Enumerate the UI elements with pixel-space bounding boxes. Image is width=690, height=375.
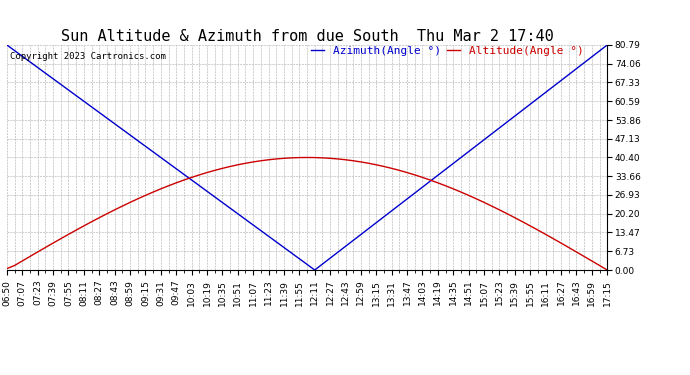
Text: Copyright 2023 Cartronics.com: Copyright 2023 Cartronics.com (10, 52, 166, 61)
Title: Sun Altitude & Azimuth from due South  Thu Mar 2 17:40: Sun Altitude & Azimuth from due South Th… (61, 29, 553, 44)
Legend: Azimuth(Angle °), Altitude(Angle °): Azimuth(Angle °), Altitude(Angle °) (311, 46, 584, 56)
